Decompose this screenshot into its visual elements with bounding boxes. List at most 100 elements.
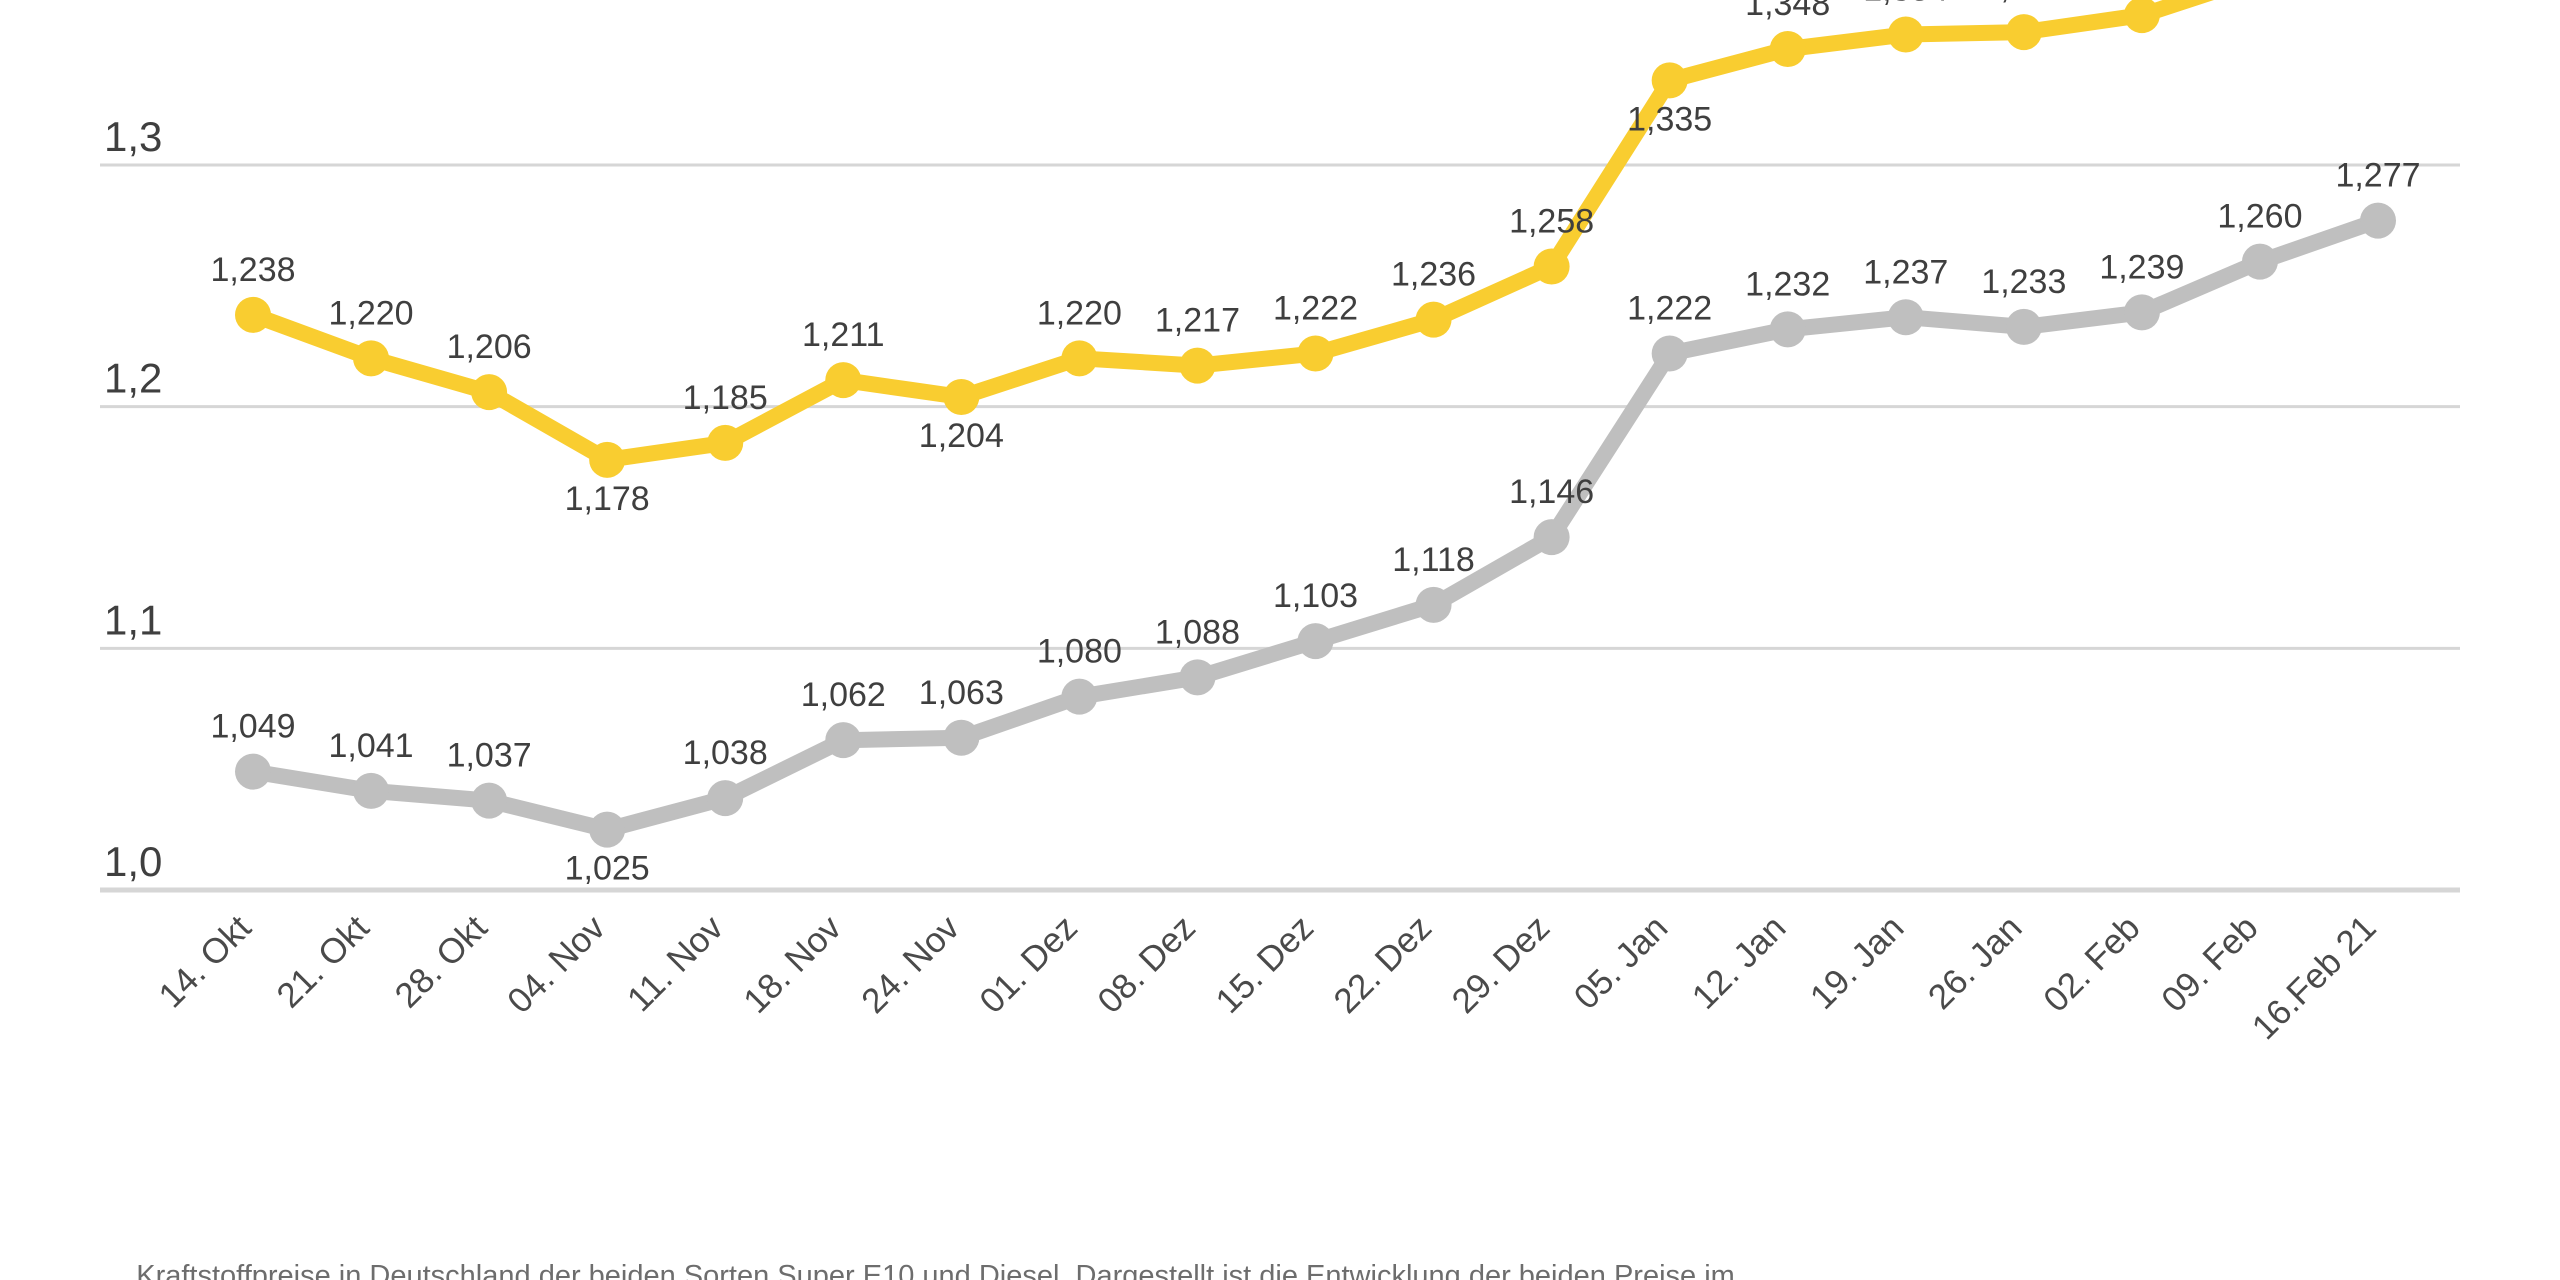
x-axis-tick-label: 11. Nov: [620, 908, 731, 1019]
data-point-label: 1,185: [683, 379, 768, 417]
data-point-label: 1,025: [565, 850, 650, 888]
data-point-label: 1,062: [801, 676, 886, 714]
y-axis-tick-label: 1,3: [104, 113, 162, 160]
data-point-marker[interactable]: [2360, 202, 2396, 239]
data-point-label: 1,118: [1392, 541, 1475, 579]
data-point-marker[interactable]: [589, 441, 626, 478]
x-axis-tick-label: 18. Nov: [736, 908, 849, 1021]
x-axis-tick-label: 05. Jan: [1567, 908, 1676, 1017]
x-axis-tick-label: 19. Jan: [1803, 908, 1912, 1017]
data-point-marker[interactable]: [825, 362, 862, 399]
data-point-marker[interactable]: [1769, 311, 1806, 348]
data-point-label: 1,355: [1981, 0, 2066, 6]
series-super-e10: 1,238 1,220 1,206 1,178 1,185 1,211 1,204 1,220…: [210, 0, 2214, 518]
data-point-label: 1,239: [2099, 248, 2184, 286]
data-point-marker[interactable]: [707, 424, 744, 461]
data-point-marker[interactable]: [1179, 347, 1216, 384]
data-point-label: 1,277: [2335, 157, 2420, 195]
data-point-marker[interactable]: [825, 722, 862, 759]
y-axis-tick-label: 1,1: [104, 596, 162, 643]
data-point-marker[interactable]: [943, 379, 980, 415]
x-axis-tick-label: 29. Dez: [1444, 908, 1557, 1021]
data-point-marker[interactable]: [1887, 16, 1924, 53]
data-point-label: 1,080: [1037, 633, 1122, 671]
data-point-label: 1,217: [1155, 302, 1240, 340]
data-point-marker[interactable]: [2123, 294, 2160, 331]
x-axis-tick-label: 28. Okt: [387, 908, 495, 1016]
data-point-label: 1,236: [1391, 256, 1476, 294]
data-point-marker[interactable]: [1179, 659, 1216, 696]
y-axis-tick-label: 1,0: [104, 838, 162, 885]
data-point-marker[interactable]: [1769, 31, 1806, 67]
x-axis-tick-label: 16.Feb 21: [2245, 908, 2384, 1047]
data-point-marker[interactable]: [2005, 14, 2042, 51]
data-point-marker[interactable]: [353, 340, 390, 377]
x-axis-labels: 14. Okt 21. Okt 28. Okt 04. Nov 11. Nov 18. N…: [151, 908, 2383, 1047]
data-point-marker[interactable]: [1297, 335, 1334, 372]
data-point-label: 1,233: [1981, 263, 2066, 301]
chart-caption: Kraftstoffpreise in Deutschland der beid…: [104, 1207, 2404, 1280]
data-point-marker[interactable]: [2005, 308, 2042, 345]
series-diesel: 1,049 1,041 1,037 1,025 1,038 1,062 1,063 1,080…: [210, 157, 2420, 888]
data-point-marker[interactable]: [235, 753, 271, 790]
data-point-marker[interactable]: [1887, 299, 1924, 336]
x-axis-tick-label: 09. Feb: [2154, 908, 2266, 1020]
data-point-label: 1,103: [1273, 577, 1358, 615]
data-point-label: 1,258: [1509, 203, 1594, 241]
series-layer: 1,049 1,041 1,037 1,025 1,038 1,062 1,063 1,080…: [210, 0, 2421, 888]
data-point-label: 1,260: [2217, 198, 2302, 236]
x-axis-tick-label: 14. Okt: [151, 908, 259, 1016]
x-axis-tick-label: 04. Nov: [500, 908, 613, 1021]
data-point-marker[interactable]: [589, 811, 626, 848]
x-axis-tick-label: 21. Okt: [269, 908, 377, 1016]
data-point-marker[interactable]: [2123, 0, 2160, 34]
data-point-marker[interactable]: [471, 374, 508, 411]
data-point-marker[interactable]: [1415, 586, 1452, 623]
data-point-label: 1,088: [1155, 613, 1240, 651]
data-point-label: 1,238: [210, 251, 295, 289]
data-point-marker[interactable]: [235, 296, 271, 333]
data-point-marker[interactable]: [1533, 519, 1570, 556]
data-point-label: 1,335: [1627, 100, 1712, 138]
data-point-label: 1,222: [1273, 290, 1358, 328]
data-point-label: 1,220: [1037, 294, 1122, 332]
data-point-label: 1,178: [565, 480, 650, 518]
data-point-label: 1,049: [210, 708, 295, 746]
x-axis-tick-label: 26. Jan: [1921, 908, 2030, 1017]
data-point-marker[interactable]: [1061, 678, 1098, 715]
data-point-label: 1,037: [447, 737, 532, 775]
series-line: [245, 0, 2214, 468]
data-point-label: 1,146: [1509, 473, 1594, 511]
y-axis-labels: 1,0 1,1 1,2 1,3: [104, 113, 162, 885]
x-axis-tick-label: 15. Dez: [1208, 908, 1321, 1021]
data-point-marker[interactable]: [353, 772, 390, 809]
data-point-label: 1,232: [1745, 265, 1830, 303]
x-axis-tick-label: 01. Dez: [972, 908, 1085, 1021]
data-point-marker[interactable]: [1297, 623, 1334, 660]
data-point-label: 1,222: [1627, 290, 1712, 328]
data-point-label: 1,348: [1745, 0, 1830, 23]
x-axis-tick-label: 22. Dez: [1326, 908, 1439, 1021]
y-axis-tick-label: 1,2: [104, 355, 162, 402]
data-point-label: 1,354: [1863, 0, 1948, 9]
data-point-label: 1,041: [329, 727, 414, 765]
data-point-marker[interactable]: [1061, 340, 1098, 377]
data-point-marker[interactable]: [1533, 248, 1570, 285]
x-axis-tick-label: 08. Dez: [1090, 908, 1203, 1021]
data-point-marker[interactable]: [2241, 243, 2278, 280]
x-axis-tick-label: 12. Jan: [1685, 908, 1794, 1017]
data-point-marker[interactable]: [471, 782, 508, 819]
data-point-marker[interactable]: [943, 719, 980, 756]
caption-line-1: Kraftstoffpreise in Deutschland der beid…: [136, 1260, 1735, 1280]
data-point-label: 1,063: [919, 674, 1004, 712]
data-point-marker[interactable]: [1415, 301, 1452, 338]
data-point-marker[interactable]: [1651, 62, 1688, 99]
data-point-marker[interactable]: [707, 780, 744, 817]
data-point-marker[interactable]: [1651, 335, 1688, 372]
x-axis-tick-label: 24. Nov: [854, 908, 967, 1021]
x-axis-tick-label: 02. Feb: [2036, 908, 2148, 1020]
data-point-label: 1,206: [447, 328, 532, 366]
data-point-label: 1,237: [1863, 253, 1948, 291]
